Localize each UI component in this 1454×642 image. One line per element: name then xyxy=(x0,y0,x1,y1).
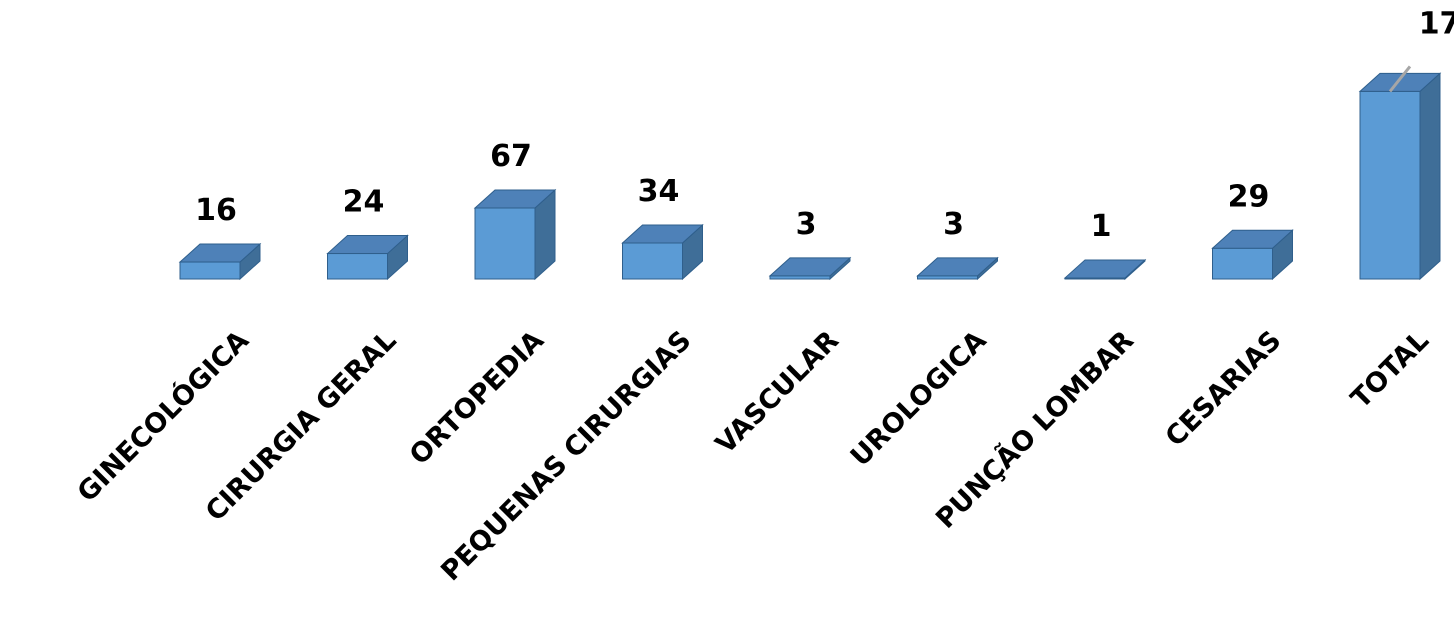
bar-front-ortopedia xyxy=(474,207,536,280)
bar-top-ortopedia xyxy=(473,189,557,209)
category-label-cesarias: CESARIAS xyxy=(1160,325,1288,453)
category-label-vascular: VASCULAR xyxy=(710,325,845,460)
bar-ginecologica xyxy=(178,242,262,281)
value-label-vascular: 3 xyxy=(796,207,817,242)
bar-front-cirurgia-geral xyxy=(327,253,388,280)
bars-group xyxy=(178,72,1442,281)
category-label-total: TOTAL xyxy=(1345,325,1435,415)
bar-cesarias xyxy=(1211,229,1294,281)
bar-top-vascular xyxy=(768,257,852,277)
bar-pequenas-cirurgias xyxy=(621,223,704,281)
value-label-ginecologica: 16 xyxy=(195,193,237,228)
total-leader-line xyxy=(1388,65,1412,93)
bar-top-cesarias xyxy=(1211,229,1294,249)
value-label-puncao-lombar: 1 xyxy=(1091,209,1112,244)
bar-front-pequenas-cirurgias xyxy=(622,242,683,280)
bar-ortopedia xyxy=(473,188,557,281)
category-label-urologica: UROLOGICA xyxy=(845,325,993,473)
bar-side-total xyxy=(1419,72,1441,281)
bar-vascular xyxy=(768,256,852,281)
bar-top-urologica xyxy=(916,257,999,277)
category-label-ortopedia: ORTOPEDIA xyxy=(404,325,550,471)
bar-urologica xyxy=(916,256,999,281)
value-label-cesarias: 29 xyxy=(1228,179,1270,214)
bar-front-ginecologica xyxy=(179,261,241,280)
value-label-pequenas-cirurgias: 34 xyxy=(638,174,680,209)
bar-front-total xyxy=(1359,90,1421,280)
bar-top-ginecologica xyxy=(178,243,262,263)
value-label-total: 177 xyxy=(1419,6,1454,41)
bar-front-cesarias xyxy=(1212,247,1273,280)
bar-total xyxy=(1358,72,1442,281)
category-label-pequenas-cirurgias: PEQUENAS CIRURGIAS xyxy=(435,325,697,587)
bar-top-cirurgia-geral xyxy=(326,235,409,255)
bar-cirurgia-geral xyxy=(326,234,409,281)
value-label-urologica: 3 xyxy=(943,207,964,242)
bar-top-puncao-lombar xyxy=(1063,259,1147,279)
value-label-cirurgia-geral: 24 xyxy=(343,185,385,220)
bar-top-pequenas-cirurgias xyxy=(621,224,704,244)
bar-top-total xyxy=(1358,72,1442,92)
bar-puncao-lombar xyxy=(1063,258,1147,281)
value-labels-group: 16 24 67 34 3 3 1 29 177 xyxy=(195,6,1454,244)
value-label-ortopedia: 67 xyxy=(490,139,532,174)
